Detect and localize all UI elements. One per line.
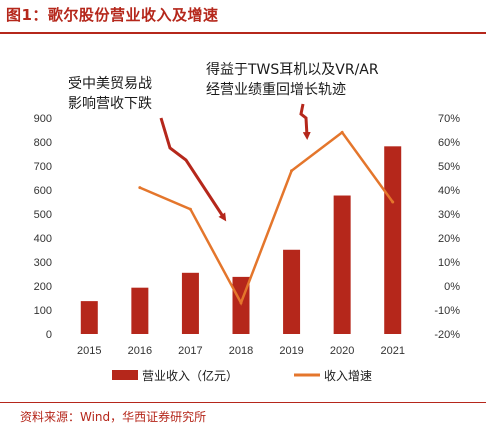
annotation-trade-war: 受中美贸易战 影响营收下跌: [68, 76, 227, 222]
growth-rate-line: [139, 130, 394, 306]
revenue-bar-2016: [131, 287, 149, 334]
annotation-tws-line2: 经营业绩重回增长轨迹: [206, 82, 346, 98]
y-right-tick-label: 10%: [438, 257, 460, 269]
growth-point-2020: [340, 130, 344, 134]
annotation-trade-war-line2: 影响营收下跌: [68, 96, 152, 112]
y-right-tick-label: 30%: [438, 209, 460, 221]
x-tick-label: 2017: [178, 345, 202, 357]
legend-label-growth: 收入增速: [324, 369, 372, 383]
y-right-tick-label: 40%: [438, 185, 460, 197]
y-left-tick-label: 100: [34, 305, 52, 317]
y-left-tick-label: 400: [34, 233, 52, 245]
annotation-tws-growth: 得益于TWS耳机以及VR/AR 经营业绩重回增长轨迹: [206, 61, 379, 140]
revenue-bar-2019: [283, 249, 301, 334]
source-divider: [0, 402, 486, 403]
y-left-tick-label: 500: [34, 209, 52, 221]
legend: 营业收入（亿元） 收入增速: [112, 368, 372, 383]
y-right-tick-label: 20%: [438, 233, 460, 245]
x-tick-label: 2016: [128, 345, 152, 357]
x-tick-label: 2021: [380, 345, 404, 357]
revenue-bar-2017: [181, 272, 199, 334]
annotation-trade-war-arrow: [159, 117, 227, 222]
growth-point-2021: [391, 200, 395, 204]
y-right-tick-label: 70%: [438, 113, 460, 125]
y-left-tick-label: 800: [34, 137, 52, 149]
y-left-tick-label: 300: [34, 257, 52, 269]
y-left-tick-label: 600: [34, 185, 52, 197]
growth-point-2017: [188, 207, 192, 211]
x-tick-label: 2015: [77, 345, 101, 357]
annotation-trade-war-line1: 受中美贸易战: [68, 76, 152, 92]
y-right-tick-label: 50%: [438, 161, 460, 173]
y-right-tick-label: 0%: [444, 281, 460, 293]
x-tick-label: 2020: [330, 345, 354, 357]
legend-swatch-revenue: [112, 370, 138, 380]
growth-point-2016: [138, 186, 142, 190]
y-right-tick-label: -10%: [434, 305, 460, 317]
annotation-tws-line1: 得益于TWS耳机以及VR/AR: [206, 61, 379, 78]
y-left-tick-label: 700: [34, 161, 52, 173]
revenue-bar-2020: [333, 195, 351, 334]
title-divider: [0, 32, 486, 34]
legend-label-revenue: 营业收入（亿元）: [142, 368, 238, 383]
x-tick-label: 2018: [229, 345, 253, 357]
y-right-tick-label: -20%: [434, 329, 460, 341]
y-left-tick-label: 900: [34, 113, 52, 125]
growth-point-2018: [239, 301, 243, 305]
figure-title: 图1：歌尔股份营业收入及增速: [6, 6, 219, 24]
revenue-bar-2021: [384, 146, 402, 334]
x-tick-label: 2019: [279, 345, 303, 357]
annotation-tws-arrow: [299, 103, 311, 140]
source-note: 资料来源：Wind，华西证券研究所: [20, 410, 207, 424]
y-left-tick-label: 0: [46, 329, 52, 341]
growth-point-2019: [290, 169, 294, 173]
y-right-tick-label: 60%: [438, 137, 460, 149]
revenue-bar-2015: [80, 301, 98, 334]
y-left-tick-label: 200: [34, 281, 52, 293]
